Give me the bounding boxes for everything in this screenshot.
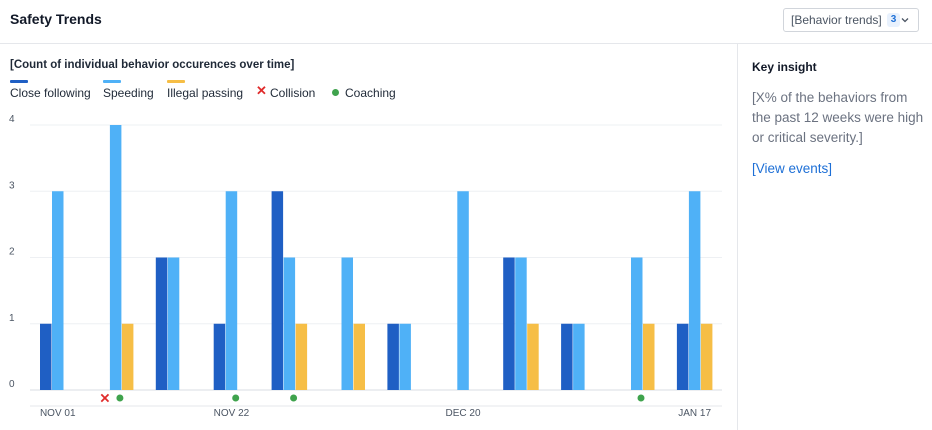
chart-legend: Close following Speeding Illegal passing… xyxy=(10,80,730,102)
collision-marker xyxy=(100,393,110,403)
bar xyxy=(515,257,527,390)
coaching-marker xyxy=(232,394,240,402)
bar xyxy=(561,323,573,390)
key-insight-panel: Key insight [X% of the behaviors from th… xyxy=(738,44,932,430)
y-tick-label: 3 xyxy=(9,180,15,191)
bar xyxy=(399,323,411,390)
x-tick-label: JAN 17 xyxy=(678,408,711,419)
view-events-link[interactable]: [View events] xyxy=(752,161,833,176)
bar xyxy=(643,323,655,390)
legend-swatch xyxy=(167,80,185,83)
y-tick-label: 0 xyxy=(9,379,15,390)
legend-label: Coaching xyxy=(345,86,396,100)
bar-chart: 0 1 2 3 4 NOV 01 NOV 22 DEC 20 JAN 17 xyxy=(9,114,722,419)
bar xyxy=(121,323,134,390)
bar xyxy=(40,323,52,390)
bar xyxy=(295,323,308,390)
legend-swatch xyxy=(10,80,28,83)
header: Safety Trends [Behavior trends] 3 xyxy=(0,0,932,44)
bar xyxy=(225,191,238,390)
bar xyxy=(688,191,701,390)
panel-divider xyxy=(737,44,738,430)
coaching-marker xyxy=(637,394,645,402)
x-tick-label: DEC 20 xyxy=(446,408,481,419)
legend-label: Speeding xyxy=(103,86,154,100)
behavior-trends-dropdown[interactable]: [Behavior trends] 3 xyxy=(783,8,919,32)
y-tick-label: 4 xyxy=(9,114,15,125)
bar xyxy=(457,191,469,390)
count-badge: 3 xyxy=(886,13,901,27)
key-insight-title: Key insight xyxy=(752,60,817,74)
legend-label: Illegal passing xyxy=(167,86,244,100)
bar xyxy=(109,125,122,390)
page-title: Safety Trends xyxy=(10,11,102,27)
bar xyxy=(155,257,168,390)
bar xyxy=(700,323,713,390)
legend-swatch xyxy=(103,80,121,83)
bar xyxy=(341,257,353,390)
coaching-marker xyxy=(116,394,124,402)
bar xyxy=(283,257,296,390)
bar xyxy=(353,323,365,390)
y-tick-label: 2 xyxy=(9,247,15,258)
dropdown-label: [Behavior trends] xyxy=(791,13,882,27)
chart-panel: [Count of individual behavior occurences… xyxy=(0,44,737,430)
bar xyxy=(527,323,539,390)
bar xyxy=(676,323,689,390)
bar xyxy=(213,323,226,390)
close-icon: ✕ xyxy=(256,83,267,98)
legend-label: Close following xyxy=(10,86,91,100)
chevron-down-icon xyxy=(901,18,909,23)
bar xyxy=(503,257,515,390)
chart-title: [Count of individual behavior occurences… xyxy=(10,59,295,71)
bar xyxy=(573,323,585,390)
legend-label: Collision xyxy=(270,86,316,100)
bar xyxy=(631,257,643,390)
key-insight-text: [X% of the behaviors from the past 12 we… xyxy=(752,90,924,145)
dot-icon xyxy=(332,89,339,96)
y-tick-label: 1 xyxy=(9,313,15,324)
bar xyxy=(52,191,64,390)
x-tick-label: NOV 01 xyxy=(40,408,76,419)
bar xyxy=(387,323,399,390)
x-tick-label: NOV 22 xyxy=(214,408,250,419)
bar xyxy=(167,257,180,390)
coaching-marker xyxy=(290,394,298,402)
bar xyxy=(271,191,284,390)
